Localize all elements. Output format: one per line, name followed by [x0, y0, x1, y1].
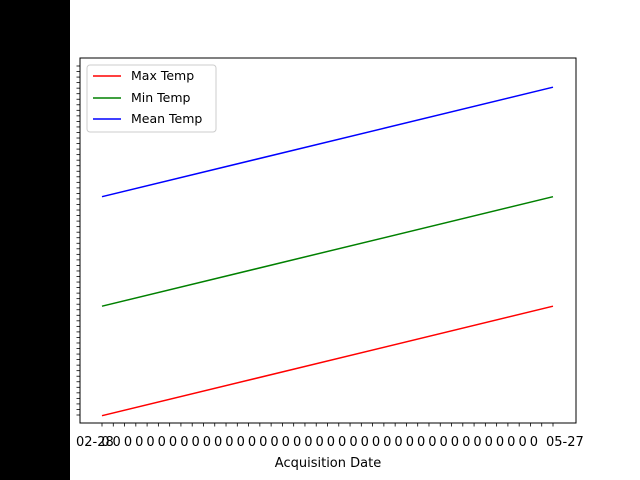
x-tick-label: 0: [158, 435, 166, 450]
x-tick-label: 0: [440, 435, 448, 450]
x-tick-label: 0: [462, 435, 470, 450]
x-tick-label: 0: [338, 435, 346, 450]
x-tick-label: 0: [451, 435, 459, 450]
x-tick-label: 0: [518, 435, 526, 450]
legend-box: [86, 64, 217, 133]
y-axis-ticks: [76, 65, 80, 416]
x-tick-label: 0: [406, 435, 414, 450]
x-tick-label: 0: [485, 435, 493, 450]
x-tick-label: 0: [214, 435, 222, 450]
x-tick-label: 0: [282, 435, 290, 450]
x-tick-label-last: 05-27: [546, 435, 584, 450]
x-tick-label: 0: [417, 435, 425, 450]
x-tick-label: 0: [473, 435, 481, 450]
x-tick-label: 0: [496, 435, 504, 450]
x-tick-label: 0: [113, 435, 121, 450]
x-tick-label: 0: [146, 435, 154, 450]
x-tick-label: 0: [383, 435, 391, 450]
x-axis-label: Acquisition Date: [275, 456, 381, 471]
series-line-max-temp: [101, 305, 554, 417]
series-lines: [101, 86, 554, 417]
x-tick-label: 0: [191, 435, 199, 450]
x-tick-label: 0: [124, 435, 132, 450]
x-tick-label: 0: [327, 435, 335, 450]
x-tick-label: 0: [361, 435, 369, 450]
x-tick-label: 0: [372, 435, 380, 450]
x-tick-label: 0: [180, 435, 188, 450]
legend: Max Temp Min Temp Mean Temp: [86, 64, 217, 133]
x-tick-label: 0: [101, 435, 109, 450]
series-line-mean-temp: [101, 86, 554, 198]
x-tick-label: 0: [316, 435, 324, 450]
x-tick-label: 0: [237, 435, 245, 450]
x-tick-label: 0: [135, 435, 143, 450]
legend-label-min-temp: Min Temp: [131, 90, 191, 105]
x-tick-label: 0: [507, 435, 515, 450]
x-tick-label: 0: [169, 435, 177, 450]
x-tick-label: 0: [259, 435, 267, 450]
x-tick-label: 0: [248, 435, 256, 450]
x-tick-label-first: 02-28: [76, 435, 114, 450]
y-tick-label-clutter: [0, 0, 70, 480]
legend-label-mean-temp: Mean Temp: [131, 111, 202, 126]
x-tick-label: 0: [394, 435, 402, 450]
x-tick-label: 0: [203, 435, 211, 450]
x-tick-label: 0: [270, 435, 278, 450]
x-tick-label: 0: [530, 435, 538, 450]
plot-area: [79, 57, 577, 424]
x-tick-label: 0: [304, 435, 312, 450]
x-tick-label: 0: [428, 435, 436, 450]
legend-label-max-temp: Max Temp: [131, 68, 194, 83]
x-axis-ticks: [101, 423, 554, 427]
series-line-min-temp: [101, 195, 554, 307]
x-tick-label: 0: [225, 435, 233, 450]
x-tick-label: 0: [293, 435, 301, 450]
x-tick-label: 0: [349, 435, 357, 450]
